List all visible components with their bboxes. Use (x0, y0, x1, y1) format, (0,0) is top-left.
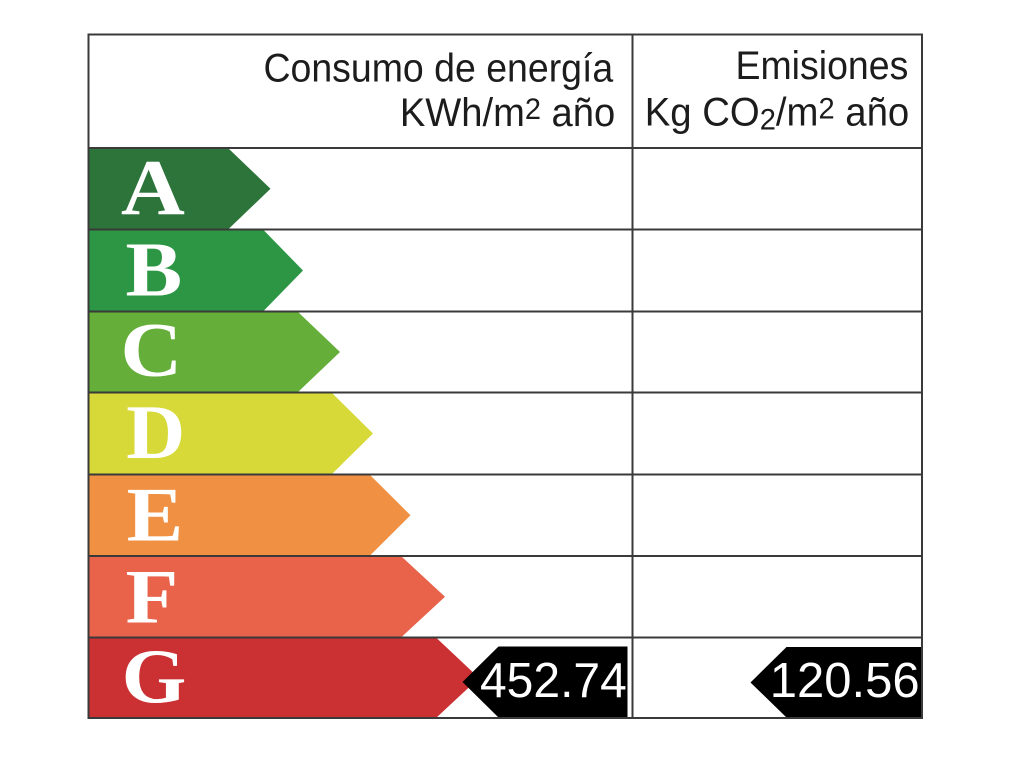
svg-text:B: B (126, 227, 183, 312)
svg-text:Kg CO2/m2 año: Kg CO2/m2 año (645, 91, 909, 137)
svg-text:KWh/m2 año: KWh/m2 año (400, 91, 615, 135)
svg-text:120.56: 120.56 (770, 654, 920, 708)
svg-text:D: D (126, 390, 185, 475)
svg-text:452.74: 452.74 (480, 653, 627, 708)
svg-text:E: E (127, 472, 184, 557)
svg-text:G: G (122, 635, 187, 720)
svg-text:F: F (125, 554, 178, 640)
svg-text:C: C (121, 307, 183, 392)
svg-text:Consumo de energía: Consumo de energía (263, 47, 613, 91)
svg-text:Emisiones: Emisiones (735, 44, 908, 88)
svg-text:A: A (121, 145, 185, 233)
